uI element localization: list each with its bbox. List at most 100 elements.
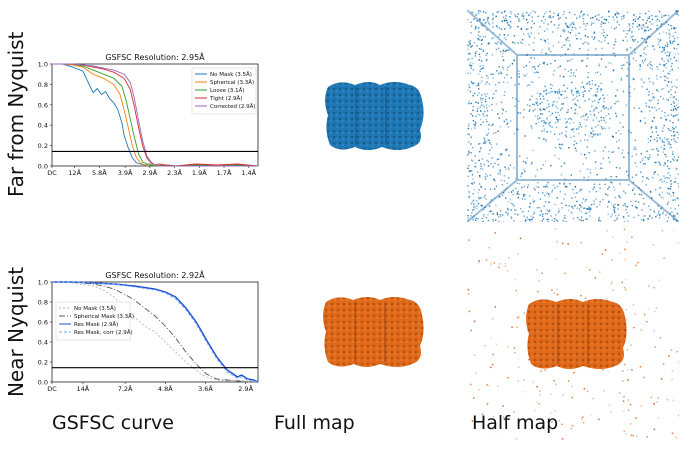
noise-dot [614,211,616,213]
noise-dot [579,16,581,18]
noise-dot [591,80,594,82]
noise-dot [496,11,498,13]
noise-dot [564,193,566,195]
noise-dot [472,109,474,112]
noise-dot [472,82,474,85]
noise-dot [480,104,483,106]
noise-dot [526,11,528,14]
noise-dot [530,32,532,34]
noise-dot [545,93,547,96]
noise-dot [553,12,555,14]
noise-dot [509,27,511,29]
noise-dot [471,200,474,203]
noise-dot [557,119,559,121]
noise-dot [625,104,628,106]
noise-dot [627,409,630,411]
noise-dot [539,390,541,392]
noise-dot [561,423,563,425]
noise-dot [583,119,585,121]
noise-dot [597,14,599,16]
noise-dot [620,133,622,135]
noise-dot [662,127,664,129]
noise-dot [590,24,593,26]
noise-dot [522,211,524,213]
noise-dot [611,135,614,137]
noise-dot [564,217,566,219]
noise-dot [651,197,653,199]
noise-dot [557,111,559,114]
noise-dot [656,66,658,68]
noise-dot [623,395,625,398]
noise-dot [490,73,492,75]
noise-dot [659,137,661,139]
noise-dot [480,68,482,70]
noise-dot [535,102,538,105]
noise-dot [517,25,519,28]
noise-dot [532,110,534,112]
noise-dot [586,168,589,170]
noise-dot [670,103,672,106]
noise-dot [644,26,646,28]
noise-dot [505,110,507,113]
noise-dot [643,30,646,33]
noise-dot [669,120,671,122]
noise-dot [492,32,494,34]
noise-dot [653,48,656,50]
noise-dot [603,18,606,20]
noise-dot [651,23,653,25]
noise-dot [549,209,551,211]
noise-dot [673,156,676,158]
noise-dot [623,430,625,432]
noise-dot [674,91,677,93]
noise-dot [677,197,679,200]
noise-dot [495,15,497,18]
noise-dot [479,148,482,150]
noise-dot [579,12,582,14]
noise-dot [640,55,643,57]
noise-dot [497,47,500,50]
noise-dot [559,191,561,193]
noise-dot [484,142,486,144]
noise-dot [652,96,654,99]
noise-dot [556,118,558,120]
noise-dot [563,97,565,99]
noise-dot [494,188,496,190]
noise-dot [660,117,662,119]
noise-dot [625,433,627,435]
noise-dot [597,124,599,126]
noise-dot [561,107,563,110]
noise-dot [512,41,514,43]
noise-dot [575,34,577,36]
noise-dot [468,164,470,167]
noise-dot [473,42,476,44]
noise-dot [544,369,546,371]
noise-dot [468,100,470,102]
noise-dot [586,218,588,220]
noise-dot [571,197,573,199]
noise-dot [645,42,647,44]
noise-dot [467,288,470,291]
noise-dot [542,108,545,110]
noise-dot [490,163,492,165]
noise-dot [497,216,500,218]
noise-dot [645,22,647,24]
noise-dot [556,197,558,199]
noise-dot [503,416,505,418]
noise-dot [470,202,473,205]
noise-dot [480,165,482,167]
noise-dot [632,78,634,80]
noise-dot [565,122,567,124]
noise-dot [529,36,531,38]
noise-dot [499,214,501,216]
noise-dot [645,105,647,107]
half-map-orange-volume [526,299,627,369]
noise-dot [489,149,491,151]
noise-dot [574,196,576,198]
noise-dot [658,20,661,22]
noise-dot [527,21,529,24]
noise-dot [584,200,586,203]
noise-dot [623,217,625,219]
noise-dot [573,23,575,25]
noise-dot [557,14,559,17]
noise-dot [570,69,572,71]
